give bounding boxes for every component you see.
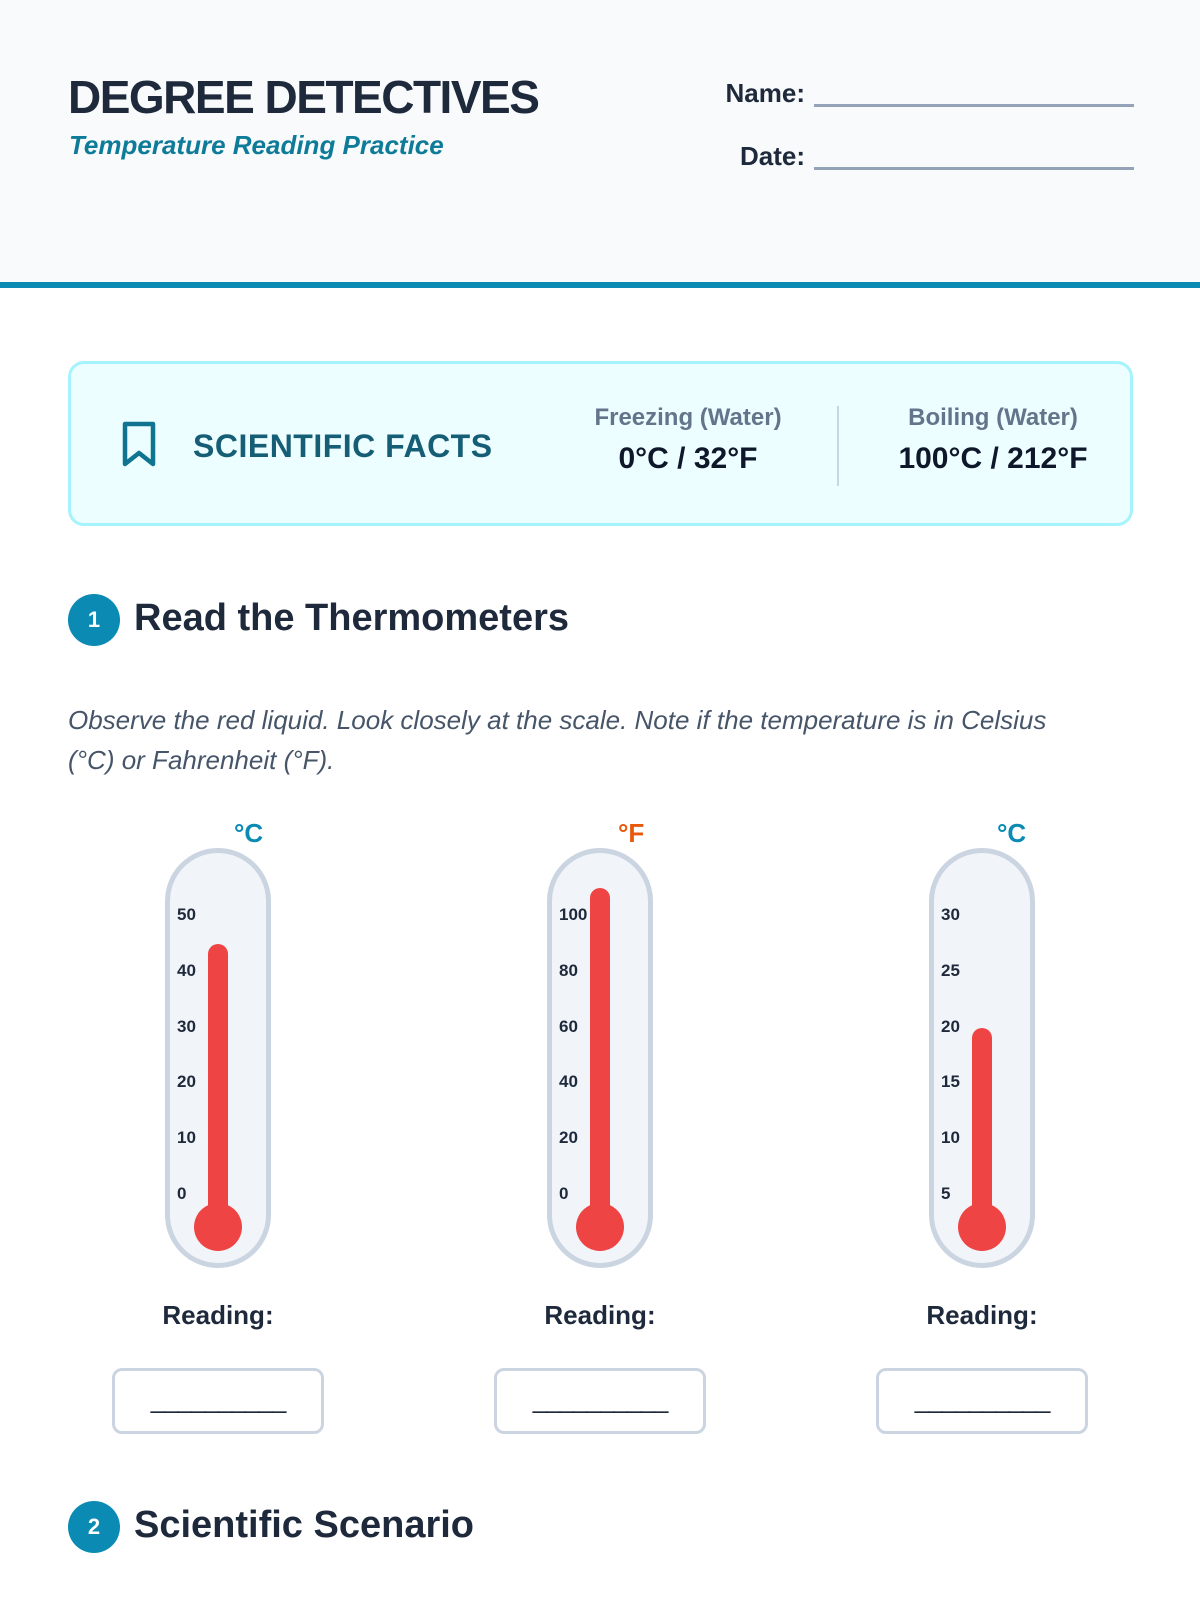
thermometer-3-tick: 25 — [941, 961, 960, 980]
section-2-number: 2 — [68, 1501, 120, 1553]
thermometer-2-reading-label: Reading: — [544, 1300, 656, 1330]
thermometer-2-unit: °F — [618, 818, 645, 848]
thermometer-3-tick: 5 — [941, 1184, 951, 1203]
date-label: Date: — [739, 141, 805, 171]
freezing-fact: Freezing (Water) 0°C / 32°F — [573, 404, 803, 476]
thermometer-3-unit: °C — [997, 818, 1027, 848]
freezing-value: 0°C / 32°F — [618, 442, 758, 475]
thermometer-2-answer-field[interactable]: __________ — [494, 1368, 706, 1434]
bookmark-icon — [122, 421, 156, 467]
thermometer-3-tick: 30 — [941, 905, 960, 924]
thermometer-1-answer-field[interactable]: __________ — [112, 1368, 324, 1434]
thermometer-3-tick: 20 — [941, 1017, 960, 1036]
thermometer-1-tick: 20 — [177, 1072, 196, 1091]
section-2-title: Scientific Scenario — [134, 1504, 475, 1546]
facts-title: SCIENTIFIC FACTS — [193, 428, 493, 464]
thermometer-2-tick: 100 — [559, 905, 588, 924]
thermometer-2-tick: 0 — [559, 1184, 569, 1203]
boiling-label: Boiling (Water) — [908, 404, 1078, 431]
thermometer-1-tick: 0 — [177, 1184, 187, 1203]
thermometer-1-tube: 50 40 30 20 10 0 — [165, 848, 271, 1268]
thermometer-2-tube: 100 80 60 40 20 0 — [547, 848, 653, 1268]
name-line[interactable] — [814, 104, 1134, 107]
thermometer-3-reading-label: Reading: — [926, 1300, 1038, 1330]
thermometer-1-liquid — [208, 943, 228, 1227]
thermometer-3-tick: 15 — [941, 1072, 960, 1091]
thermometer-1-tick: 30 — [177, 1017, 196, 1036]
thermometer-3-tube: 30 25 20 15 10 5 — [929, 848, 1035, 1268]
date-line[interactable] — [814, 167, 1134, 170]
page-title: DEGREE DETECTIVES — [68, 71, 540, 123]
thermometer-2-tick: 40 — [559, 1072, 578, 1091]
thermometer-2-bulb — [576, 1203, 624, 1251]
thermometer-3: °C 30 25 20 15 10 5 Reading: __________ — [822, 810, 1142, 1450]
date-field[interactable]: Date: — [700, 133, 1135, 173]
thermometer-2: °F 100 80 60 40 20 0 Reading: __________ — [440, 810, 760, 1450]
name-label: Name: — [725, 78, 805, 108]
section-1-instructions: Observe the red liquid. Look closely at … — [68, 705, 1047, 775]
thermometer-2-tick: 20 — [559, 1128, 578, 1147]
section-1-number: 1 — [68, 594, 120, 646]
facts-divider — [837, 406, 839, 486]
thermometer-2-tick: 80 — [559, 961, 578, 980]
freezing-label: Freezing (Water) — [594, 404, 782, 431]
boiling-fact: Boiling (Water) 100°C / 212°F — [878, 404, 1108, 476]
thermometer-1-tick: 10 — [177, 1128, 196, 1147]
worksheet-header: DEGREE DETECTIVES Temperature Reading Pr… — [0, 0, 1200, 288]
thermometer-1-tick: 50 — [177, 905, 196, 924]
thermometer-1-bulb — [194, 1203, 242, 1251]
thermometer-3-liquid — [972, 1027, 992, 1227]
name-field[interactable]: Name: — [700, 70, 1135, 110]
scientific-facts-box: SCIENTIFIC FACTS Freezing (Water) 0°C / … — [68, 361, 1133, 526]
page-subtitle: Temperature Reading Practice — [69, 130, 444, 160]
thermometer-3-tick: 10 — [941, 1128, 960, 1147]
section-1-title: Read the Thermometers — [134, 597, 570, 639]
thermometer-1-unit: °C — [234, 818, 264, 848]
thermometer-2-liquid — [590, 888, 610, 1227]
boiling-value: 100°C / 212°F — [898, 442, 1088, 475]
thermometer-3-bulb — [958, 1203, 1006, 1251]
thermometer-2-tick: 60 — [559, 1017, 578, 1036]
thermometer-1-reading-label: Reading: — [162, 1300, 274, 1330]
thermometer-1-tick: 40 — [177, 961, 196, 980]
thermometer-1: °C 50 40 30 20 10 0 Reading: __________ — [58, 810, 378, 1450]
thermometer-3-answer-field[interactable]: __________ — [876, 1368, 1088, 1434]
